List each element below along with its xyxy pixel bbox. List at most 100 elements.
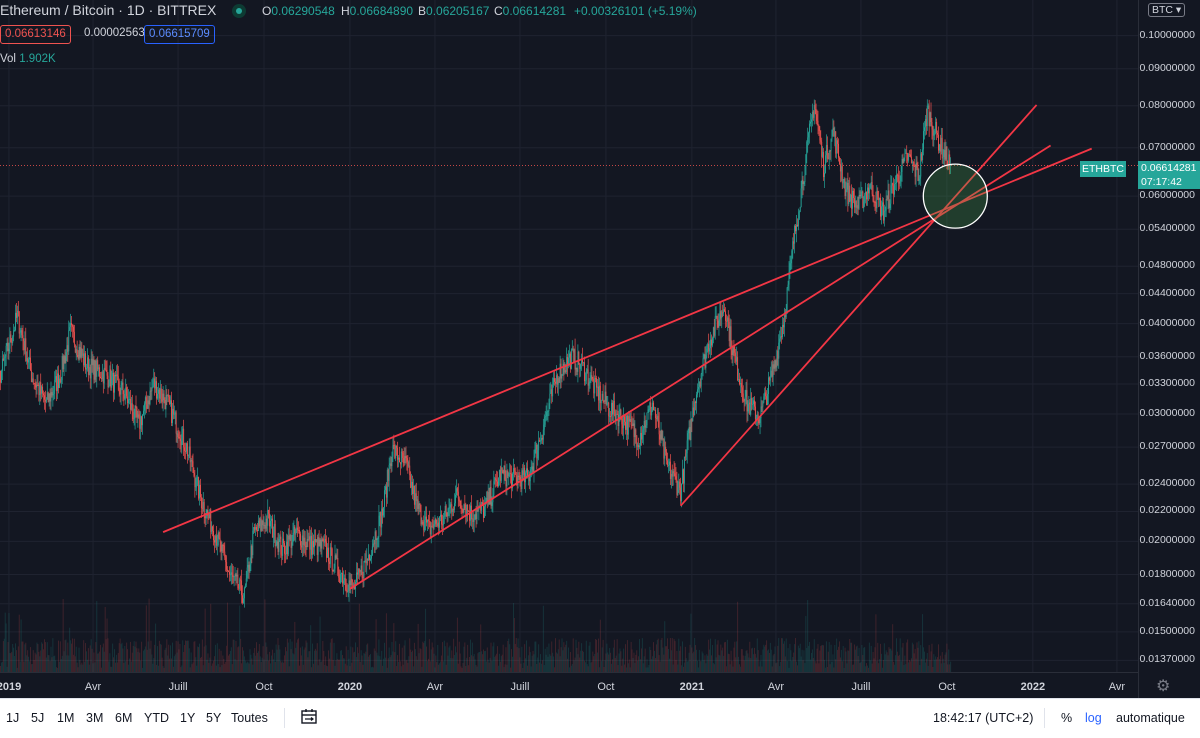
range-1d-button[interactable]: 1J	[6, 711, 19, 725]
chart-area[interactable]	[0, 0, 1138, 672]
range-ytd-button[interactable]: YTD	[144, 711, 169, 725]
volume-bar	[836, 639, 837, 672]
range-1m-button[interactable]: 1M	[57, 711, 74, 725]
volume-bar	[758, 650, 759, 672]
candle-body	[665, 447, 666, 452]
volume-bar	[669, 659, 670, 672]
volume-bar	[378, 639, 379, 672]
volume-bar	[918, 641, 919, 672]
candle-body	[928, 106, 929, 107]
volume-bar	[323, 651, 324, 672]
log-scale-toggle[interactable]: log	[1085, 711, 1102, 725]
range-1y-button[interactable]: 1Y	[180, 711, 195, 725]
candle-body	[236, 575, 237, 577]
range-5d-button[interactable]: 5J	[31, 711, 44, 725]
volume-bar	[161, 645, 162, 672]
volume-bar	[205, 609, 206, 672]
candle-body	[196, 477, 197, 486]
candle-body	[249, 565, 250, 572]
candle-body	[565, 370, 566, 372]
volume-bar	[45, 642, 46, 672]
currency-select[interactable]: BTC ▾	[1148, 3, 1185, 17]
candle-body	[1, 371, 2, 383]
candle-body	[909, 154, 910, 155]
volume-bar	[251, 658, 252, 672]
candle-body	[191, 460, 192, 462]
volume-bar	[307, 643, 308, 672]
candle-body	[253, 527, 254, 531]
candle-body	[10, 334, 11, 342]
candle-body	[508, 474, 509, 476]
volume-bar	[343, 658, 344, 672]
candle-body	[445, 506, 446, 516]
candle-body	[914, 162, 915, 166]
candle-body	[188, 455, 189, 456]
range-5y-button[interactable]: 5Y	[206, 711, 221, 725]
volume-bar	[656, 644, 657, 672]
candle-body	[5, 356, 6, 358]
candle-body	[299, 530, 300, 534]
volume-bar	[567, 659, 568, 672]
candle-body	[684, 457, 685, 484]
clock-timezone[interactable]: 18:42:17 (UTC+2)	[933, 711, 1033, 725]
range-3m-button[interactable]: 3M	[86, 711, 103, 725]
candle-body	[558, 378, 559, 384]
volume-bar	[666, 646, 667, 672]
time-axis[interactable]: 2019AvrJuillOct2020AvrJuillOct2021AvrJui…	[0, 672, 1138, 699]
range-6m-button[interactable]: 6M	[115, 711, 132, 725]
candle-body	[829, 151, 830, 159]
volume-bar	[321, 661, 322, 672]
candle-body	[627, 416, 628, 435]
volume-bar	[278, 638, 279, 672]
volume-bar	[194, 641, 195, 672]
range-all-button[interactable]: Toutes	[231, 711, 268, 725]
volume-bar	[410, 650, 411, 672]
volume-bar	[649, 647, 650, 672]
volume-bar	[655, 658, 656, 672]
ask-price[interactable]: 0.06615709	[144, 25, 215, 44]
candle-body	[359, 568, 360, 571]
candle-body	[105, 368, 106, 370]
candle-body	[907, 154, 908, 161]
volume-bar	[245, 661, 246, 672]
symbol-title[interactable]: Ethereum / Bitcoin · 1D · BITTREX	[0, 2, 216, 18]
candle-body	[280, 537, 281, 555]
candlestick-chart[interactable]	[0, 0, 1138, 672]
volume-bar	[616, 656, 617, 672]
candle-body	[764, 393, 765, 397]
volume-bar	[362, 656, 363, 672]
candle-body	[368, 555, 369, 560]
volume-bar	[468, 665, 469, 672]
volume-bar	[624, 664, 625, 672]
volume-bar	[37, 643, 38, 672]
volume-bar	[148, 641, 149, 672]
candle-body	[765, 393, 766, 397]
volume-bar	[809, 642, 810, 672]
auto-scale-toggle[interactable]: automatique	[1116, 711, 1185, 725]
volume-bar	[357, 647, 358, 672]
candle-body	[117, 374, 118, 376]
calendar-range-icon[interactable]	[300, 708, 318, 729]
volume-bar	[917, 642, 918, 672]
candle-body	[561, 364, 562, 379]
volume-bar	[83, 640, 84, 672]
candle-body	[887, 199, 888, 200]
volume-bar	[352, 647, 353, 672]
volume-bar	[923, 647, 924, 672]
candle-body	[931, 112, 932, 122]
volume-bar	[551, 642, 552, 672]
percent-scale-toggle[interactable]: %	[1061, 711, 1072, 725]
volume-bar	[839, 641, 840, 672]
candle-body	[591, 375, 592, 381]
candle-body	[256, 527, 257, 530]
candle-body	[8, 343, 9, 351]
candle-body	[575, 349, 576, 369]
candle-body	[624, 416, 625, 422]
candle-body	[782, 325, 783, 337]
bid-price[interactable]: 0.06613146	[0, 25, 71, 44]
gear-icon[interactable]: ⚙	[1156, 676, 1170, 696]
volume-bar	[249, 664, 250, 672]
candle-body	[633, 424, 634, 426]
volume-bar	[679, 651, 680, 672]
